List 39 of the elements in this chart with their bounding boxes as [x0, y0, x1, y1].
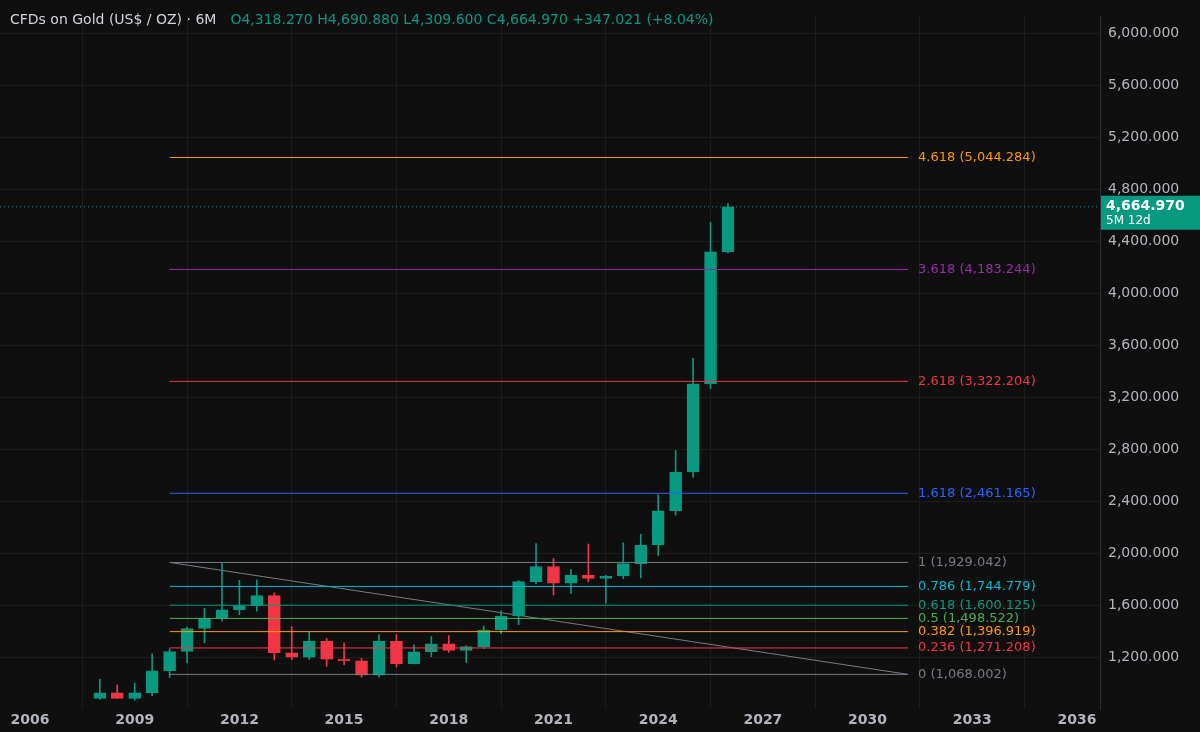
ref-line-label: 0 (1,068.002): [918, 665, 1007, 681]
y-tick-label: 3,600.000: [1108, 335, 1180, 352]
ref-line-label: 0.618 (1,600.125): [918, 596, 1036, 612]
y-tick-label: 2,000.000: [1108, 543, 1180, 560]
x-tick-label: 2036: [1057, 711, 1097, 728]
ref-line-label: 0.5 (1,498.522): [918, 609, 1020, 625]
y-tick-label: 1,600.000: [1108, 595, 1180, 612]
y-tick-label: 2,400.000: [1108, 491, 1180, 508]
y-tick-label: 5,600.000: [1108, 75, 1180, 92]
x-tick-label: 2027: [743, 711, 783, 728]
annotation: O4,318.270 H4,690.880 L4,309.600 C4,664.970 +347.021 (+8.04%): [230, 10, 714, 27]
y-tick-label: 1,200.000: [1108, 647, 1180, 664]
y-tick-label: 3,200.000: [1108, 387, 1180, 404]
ref-line-label: 4,664.970: [1106, 197, 1186, 214]
text: 5M 12d: [1106, 212, 1151, 227]
y-tick-label: 6,000.000: [1108, 23, 1180, 40]
x-tick-label: 2021: [534, 711, 573, 728]
x-tick-label: 2030: [848, 711, 888, 728]
x-tick-label: 2018: [429, 711, 469, 728]
ref-line-label: 3.618 (4,183.244): [918, 260, 1036, 276]
x-tick-label: 2024: [638, 711, 678, 728]
x-tick-label: 2009: [115, 711, 155, 728]
ref-line-label: 0.786 (1,744.779): [918, 577, 1036, 593]
x-tick-label: 2015: [324, 711, 364, 728]
chart-title: CFDs on Gold (US$ / OZ) · 6M: [10, 10, 217, 27]
y-tick-label: 5,200.000: [1108, 127, 1180, 144]
ref-line-label: 0.382 (1,396.919): [918, 622, 1036, 638]
ref-line-label: 0.236 (1,271.208): [918, 639, 1036, 655]
ref-line-label: 2.618 (3,322.204): [918, 372, 1036, 388]
x-tick-label: 2033: [952, 711, 992, 728]
x-tick-label: 2012: [219, 711, 259, 728]
ref-line-label: 1 (1,929.042): [918, 553, 1007, 569]
y-tick-label: 4,400.000: [1108, 231, 1180, 248]
y-tick-label: 2,800.000: [1108, 439, 1180, 456]
ref-line-label: 1.618 (2,461.165): [918, 484, 1036, 500]
y-tick-label: 4,800.000: [1108, 179, 1180, 196]
ref-line-label: 4.618 (5,044.284): [918, 148, 1036, 164]
x-tick-label: 2006: [10, 711, 50, 728]
y-tick-label: 4,000.000: [1108, 283, 1180, 300]
